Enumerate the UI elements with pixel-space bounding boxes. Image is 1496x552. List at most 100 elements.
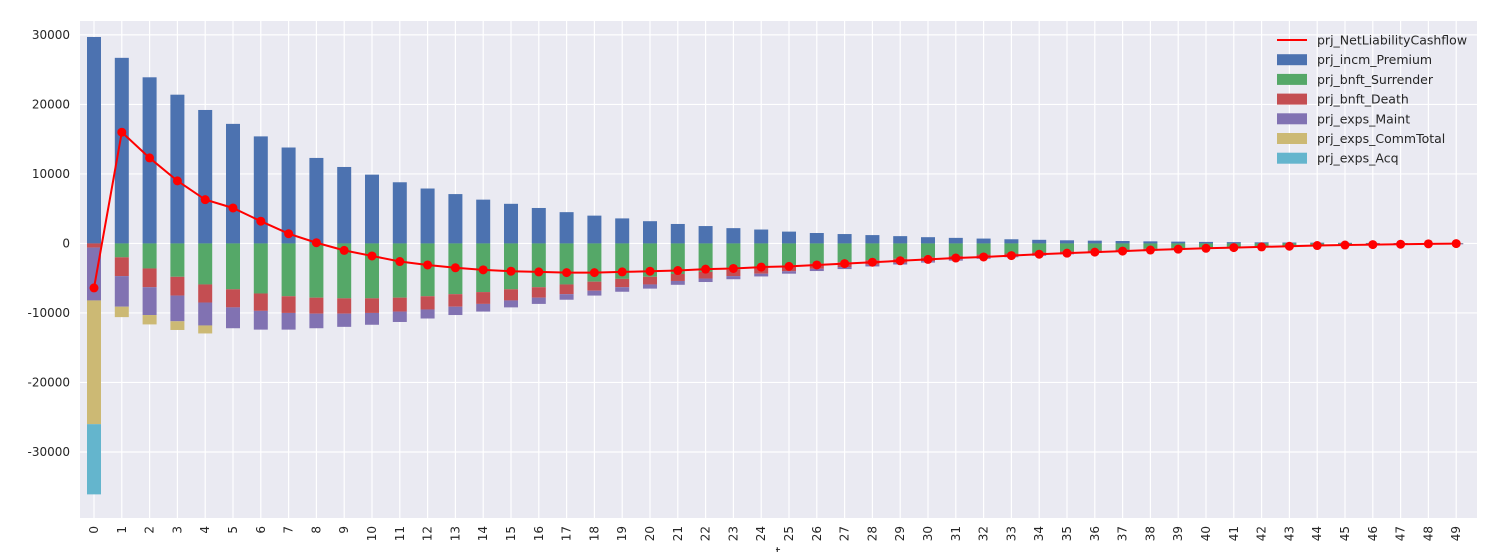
bar-segment — [809, 233, 824, 244]
line-point — [311, 238, 321, 248]
line-point — [784, 261, 794, 271]
bar-segment — [587, 281, 602, 291]
line-point — [339, 245, 349, 255]
legend-label: prj_exps_CommTotal — [1317, 131, 1445, 146]
bar-segment — [448, 294, 463, 307]
line-point — [1173, 244, 1183, 254]
bar-segment — [448, 306, 463, 316]
y-tick-label: -30000 — [27, 445, 70, 459]
y-tick-label: 30000 — [32, 28, 70, 42]
x-tick-label: 40 — [1199, 526, 1213, 541]
bar-segment — [698, 226, 713, 244]
bar-segment — [559, 212, 574, 244]
line-point — [1396, 239, 1406, 249]
line-point — [367, 251, 377, 261]
bar-segment — [643, 221, 657, 244]
bar-segment — [643, 276, 657, 285]
line-point — [534, 267, 544, 277]
x-tick-label: 39 — [1171, 526, 1185, 541]
y-tick-label: 0 — [62, 236, 70, 250]
bar-segment — [420, 296, 435, 310]
line-point — [1312, 241, 1322, 251]
line-point — [395, 257, 405, 267]
bar-segment — [309, 297, 324, 314]
bar-segment — [615, 278, 630, 288]
x-tick-label: 27 — [838, 526, 852, 541]
bar-segment — [837, 243, 852, 263]
bar-segment — [976, 243, 991, 255]
legend-swatch — [1277, 133, 1307, 144]
bar-segment — [726, 269, 741, 277]
bar-segment — [670, 243, 685, 275]
bar-segment — [226, 289, 240, 308]
line-point — [117, 127, 127, 137]
bar-segment — [976, 238, 991, 244]
bar-segment — [142, 243, 157, 269]
x-tick-label: 28 — [865, 526, 879, 541]
bar-segment — [587, 290, 602, 296]
bar-segment — [253, 243, 268, 294]
x-tick-label: 5 — [226, 526, 240, 534]
bar-segment — [309, 313, 324, 329]
bar-segment — [670, 280, 685, 285]
x-tick-label: 13 — [448, 526, 462, 541]
bar-segment — [170, 94, 185, 244]
bar-segment — [837, 234, 852, 244]
line-point — [478, 265, 488, 275]
x-tick-label: 8 — [309, 526, 323, 534]
legend-label: prj_bnft_Surrender — [1317, 72, 1434, 87]
bar-segment — [921, 243, 935, 258]
line-point — [145, 153, 155, 163]
bar-segment — [726, 243, 741, 270]
line-point — [1062, 248, 1072, 258]
bar-segment — [392, 311, 407, 322]
line-point — [1368, 240, 1378, 250]
line-point — [1340, 240, 1350, 250]
bar-segment — [1115, 241, 1130, 244]
x-tick-label: 3 — [170, 526, 184, 534]
bar-segment — [948, 237, 963, 244]
bar-segment — [198, 109, 213, 244]
bar-segment — [226, 243, 240, 290]
bar-segment — [948, 243, 963, 256]
bar-segment — [281, 147, 296, 244]
x-tick-label: 22 — [699, 526, 713, 541]
x-tick-label: 14 — [476, 526, 490, 541]
line-point — [256, 216, 266, 226]
bar-segment — [309, 243, 324, 298]
line-point — [1006, 251, 1016, 261]
bar-segment — [281, 243, 296, 297]
x-tick-label: 45 — [1338, 526, 1352, 541]
bar-segment — [142, 315, 157, 325]
x-tick-label: 34 — [1032, 526, 1046, 541]
bar-segment — [726, 276, 741, 280]
bar-segment — [476, 303, 491, 312]
y-tick-label: 20000 — [32, 97, 70, 111]
line-point — [645, 266, 655, 276]
bar-segment — [253, 136, 268, 244]
x-axis-label: t — [776, 545, 781, 552]
bar-segment — [1004, 243, 1019, 254]
bar-segment — [337, 298, 352, 314]
y-tick-label: -20000 — [27, 375, 70, 389]
bar-segment — [476, 292, 491, 304]
bar-segment — [87, 243, 101, 248]
legend: prj_NetLiabilityCashflow prj_incm_Premium… — [1277, 33, 1467, 166]
bar-segment — [198, 325, 213, 334]
x-tick-label: 25 — [782, 526, 796, 541]
bar-segment — [754, 273, 769, 277]
line-point — [172, 176, 182, 186]
bar-segment — [670, 223, 685, 244]
line-point — [728, 263, 738, 273]
bar-segment — [114, 306, 129, 318]
legend-swatch — [1277, 113, 1307, 125]
bar-segment — [865, 235, 880, 244]
line-point — [979, 252, 989, 262]
bar-segment — [1032, 243, 1047, 253]
bar-segment — [226, 307, 240, 329]
line-point — [89, 283, 99, 293]
bar-segment — [865, 243, 880, 261]
line-point — [701, 264, 711, 274]
bar-segment — [782, 271, 796, 274]
bar-segment — [170, 321, 185, 330]
